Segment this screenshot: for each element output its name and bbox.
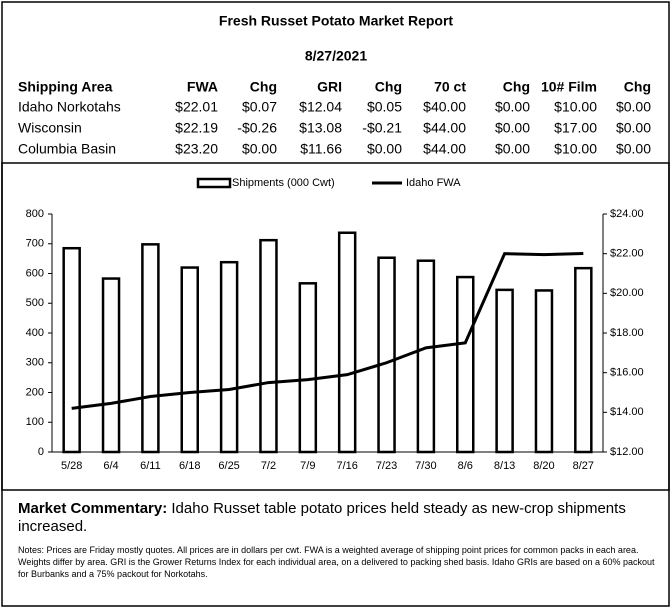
chart-border [1, 162, 670, 491]
bar [141, 243, 160, 454]
table-cell: $0.00 [616, 120, 651, 136]
table-cell: $13.08 [299, 120, 342, 136]
table-cell: $0.00 [616, 99, 651, 115]
bar [495, 288, 514, 454]
legend-swatch [196, 177, 232, 189]
table-cell: $23.20 [175, 141, 218, 157]
table-cell: $0.07 [242, 99, 277, 115]
line [71, 251, 584, 410]
table-cell: $17.00 [554, 120, 597, 136]
y-tick-label: 600 [26, 267, 44, 279]
table-cell: $0.00 [495, 141, 530, 157]
x-tick-label: 6/25 [218, 460, 239, 472]
date: 8/27/2021 [305, 48, 367, 64]
x-tick-label: 8/20 [533, 460, 554, 472]
table-cell: $12.04 [299, 99, 342, 115]
title: Fresh Russet Potato Market Report [219, 13, 453, 29]
table-cell: Idaho Norkotahs [18, 99, 121, 115]
x-tick-label: 7/2 [261, 460, 276, 472]
y-tick-label: 800 [26, 208, 44, 220]
table-cell: $0.05 [367, 99, 402, 115]
bar [574, 266, 593, 454]
x-tick-label: 6/18 [179, 460, 200, 472]
table: Shipping Area FWA Chg GRI Chg 70 ct Chg 10# Fil… [18, 79, 651, 157]
y2-tick-label: $18.00 [610, 327, 644, 339]
column-header: Shipping Area [18, 79, 113, 95]
y-tick-label: 0 [38, 446, 44, 458]
table-cell: -$0.26 [237, 120, 277, 136]
table-cell: $0.00 [495, 120, 530, 136]
bar [456, 275, 475, 454]
column-header: 10# Film [541, 79, 597, 95]
y-tick-label: 100 [26, 416, 44, 428]
x-tick-label: 8/6 [458, 460, 473, 472]
x-tick-label: 7/23 [376, 460, 397, 472]
table-cell: $0.00 [616, 141, 651, 157]
y2-tick-label: $20.00 [610, 287, 644, 299]
table-cell: $0.00 [495, 99, 530, 115]
column-header: Chg [375, 79, 402, 95]
table-cell: Columbia Basin [18, 141, 116, 157]
x-tick-label: 8/13 [494, 460, 515, 472]
table-cell: $22.01 [175, 99, 218, 115]
chart: 0 100 200 300 400 500 600 700 800 $12.00 $14.00 $16… [26, 177, 644, 472]
bar [62, 246, 81, 454]
bar [180, 266, 199, 454]
column-header: FWA [187, 79, 218, 95]
commentary: Market Commentary: Idaho Russet table po… [18, 500, 658, 536]
commentary-text: Idaho Russet table potato prices held st… [18, 500, 626, 535]
bar [377, 256, 396, 454]
table-cell: $10.00 [554, 141, 597, 157]
legend-label: Shipments (000 Cwt) [232, 177, 335, 189]
bar [534, 289, 554, 454]
y2-tick-label: $12.00 [610, 446, 644, 458]
column-header: Chg [250, 79, 277, 95]
x-tick-label: 7/16 [336, 460, 357, 472]
column-header: Chg [503, 79, 530, 95]
bar [219, 260, 239, 454]
table-cell: -$0.21 [362, 120, 402, 136]
column-header: 70 ct [434, 79, 466, 95]
bar [416, 259, 436, 454]
y-tick-label: 500 [26, 297, 44, 309]
y2-tick-label: $24.00 [610, 208, 644, 220]
notes: Notes: Prices are Friday mostly quotes. … [18, 545, 655, 579]
bar [337, 231, 357, 454]
y2-tick-label: $16.00 [610, 367, 644, 379]
table-cell: Wisconsin [18, 120, 82, 136]
column-header: Chg [624, 79, 651, 95]
bar [259, 238, 278, 454]
table-cell: $11.66 [300, 141, 342, 157]
x-tick-label: 6/4 [103, 460, 118, 472]
table-cell: $44.00 [423, 120, 466, 136]
table-cell: $44.00 [423, 141, 466, 157]
table-cell: $0.00 [367, 141, 402, 157]
x-tick-label: 5/28 [61, 460, 82, 472]
table-cell: $40.00 [423, 99, 466, 115]
x-tick-label: 7/30 [415, 460, 436, 472]
legend-label: Idaho FWA [406, 177, 461, 189]
bar [298, 282, 318, 454]
y-tick-label: 400 [26, 327, 44, 339]
y2-tick-label: $22.00 [610, 248, 644, 260]
x-tick-label: 6/11 [140, 460, 161, 472]
y-tick-label: 200 [26, 386, 44, 398]
table-cell: $0.00 [242, 141, 277, 157]
y-tick-label: 700 [26, 238, 44, 250]
bar [101, 277, 121, 454]
commentary-label: Market Commentary: [18, 500, 168, 517]
y-tick-label: 300 [26, 357, 44, 369]
column-header: GRI [317, 79, 342, 95]
x-tick-label: 8/27 [573, 460, 594, 472]
x-tick-label: 7/9 [300, 460, 315, 472]
table-cell: $10.00 [554, 99, 597, 115]
table-cell: $22.19 [175, 120, 218, 136]
y2-tick-label: $14.00 [610, 406, 644, 418]
